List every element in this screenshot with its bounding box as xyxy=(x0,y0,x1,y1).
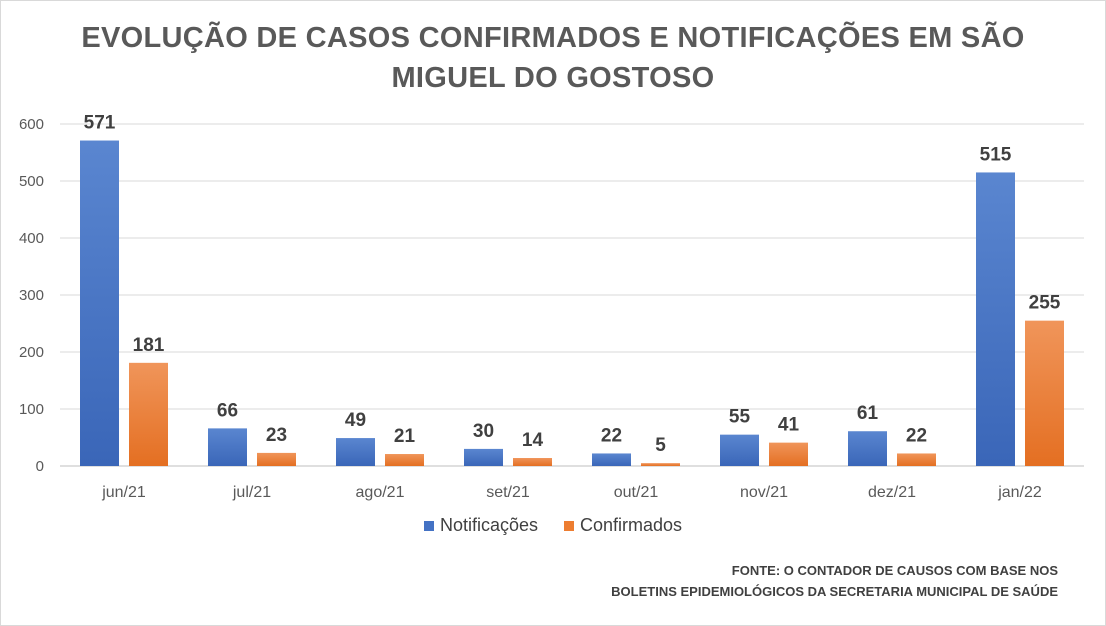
bar-notificacoes xyxy=(976,172,1015,466)
chart-title: EVOLUÇÃO DE CASOS CONFIRMADOS E NOTIFICA… xyxy=(0,18,1106,98)
data-label: 515 xyxy=(980,144,1012,165)
y-tick-label: 0 xyxy=(36,458,44,475)
source-line-2: BOLETINS EPIDEMIOLÓGICOS DA SECRETARIA M… xyxy=(611,584,1058,599)
legend-swatch-confirmados xyxy=(564,520,574,531)
x-tick-label: jul/21 xyxy=(232,484,271,501)
data-label: 22 xyxy=(906,425,927,446)
legend-swatch-notificacoes xyxy=(423,520,434,531)
legend-label-notificacoes: Notificações xyxy=(439,515,538,535)
bar-notificacoes xyxy=(592,453,631,466)
data-label: 22 xyxy=(601,425,622,446)
data-label: 181 xyxy=(133,335,165,356)
data-label: 30 xyxy=(473,421,494,442)
legend-item-confirmados: Confirmados xyxy=(564,515,682,536)
data-label: 5 xyxy=(655,435,666,456)
bar-notificacoes xyxy=(720,434,759,466)
bar-notificacoes xyxy=(464,448,503,466)
data-label: 21 xyxy=(394,426,416,447)
bar-confirmados xyxy=(897,453,936,466)
source-note: FONTE: O CONTADOR DE CAUSOS COM BASE NOS… xyxy=(611,560,1058,602)
data-label: 23 xyxy=(266,425,287,446)
y-tick-label: 500 xyxy=(19,173,44,190)
bar-notificacoes xyxy=(80,140,119,466)
x-tick-label: ago/21 xyxy=(356,484,405,501)
x-tick-label: out/21 xyxy=(614,484,659,501)
bar-confirmados xyxy=(513,458,552,466)
data-label: 55 xyxy=(729,407,751,428)
bar-confirmados xyxy=(257,452,296,466)
data-label: 255 xyxy=(1029,293,1061,314)
source-line-1: FONTE: O CONTADOR DE CAUSOS COM BASE NOS xyxy=(731,563,1058,578)
y-tick-label: 600 xyxy=(19,116,44,133)
x-tick-label: jan/22 xyxy=(997,484,1042,501)
chart-title-line-2: MIGUEL DO GOSTOSO xyxy=(391,62,715,94)
x-tick-label: nov/21 xyxy=(740,484,788,501)
bar-confirmados xyxy=(385,454,424,466)
data-label: 61 xyxy=(857,403,879,424)
x-tick-label: set/21 xyxy=(486,484,530,501)
x-tick-label: jun/21 xyxy=(101,484,146,501)
bar-notificacoes xyxy=(848,431,887,466)
legend-item-notificacoes: Notificações xyxy=(423,515,538,536)
bar-confirmados xyxy=(641,463,680,466)
y-tick-label: 300 xyxy=(19,287,44,304)
legend-label-confirmados: Confirmados xyxy=(580,515,683,535)
bar-confirmados xyxy=(1025,320,1064,466)
bar-confirmados xyxy=(129,362,168,466)
bar-notificacoes xyxy=(208,428,247,466)
y-tick-label: 100 xyxy=(19,401,44,418)
chart-title-line-1: EVOLUÇÃO DE CASOS CONFIRMADOS E NOTIFICA… xyxy=(81,22,1025,54)
data-label: 66 xyxy=(217,400,238,421)
legend: Notificações Confirmados xyxy=(0,515,1106,536)
y-tick-label: 200 xyxy=(19,344,44,361)
y-tick-label: 400 xyxy=(19,230,44,247)
bar-notificacoes xyxy=(336,438,375,466)
data-label: 571 xyxy=(84,113,116,134)
data-label: 49 xyxy=(345,410,366,431)
x-tick-label: dez/21 xyxy=(868,484,916,501)
data-label: 14 xyxy=(522,430,544,451)
data-label: 41 xyxy=(778,415,800,436)
bar-confirmados xyxy=(769,442,808,466)
